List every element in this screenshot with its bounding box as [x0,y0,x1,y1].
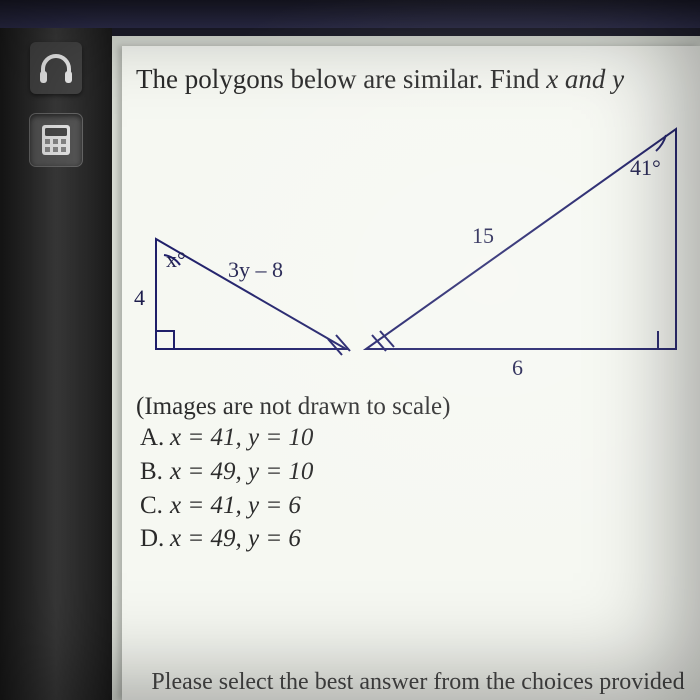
question-text: The polygons below are similar. Find x a… [136,64,686,95]
choice-d[interactable]: D.x = 49, y = 6 [140,522,686,556]
headphones-tool[interactable] [30,42,82,94]
label-x: x° [166,247,186,273]
choice-text: x = 41, y = 6 [170,492,301,519]
choice-text: x = 49, y = 6 [170,525,301,552]
choice-letter: B. [140,455,170,489]
choice-letter: D. [140,522,170,556]
choice-text: x = 49, y = 10 [170,458,313,485]
label-4: 4 [134,285,145,311]
choice-text: x = 41, y = 10 [170,424,313,451]
label-15: 15 [472,223,494,249]
choice-b[interactable]: B.x = 49, y = 10 [140,455,686,489]
question-prefix: The polygons below are similar. Find [136,64,546,94]
tool-sidebar [0,28,112,700]
question-vars: x and y [546,64,624,94]
calculator-tool[interactable] [30,114,82,166]
diagram: x° 4 3y – 8 15 41° 6 [136,99,686,389]
right-angle-small [156,331,174,349]
choice-letter: C. [140,489,170,523]
scale-caption: (Images are not drawn to scale) [136,393,686,421]
choice-letter: A. [140,421,170,455]
question-page: The polygons below are similar. Find x a… [122,46,700,700]
content-area: The polygons below are similar. Find x a… [112,28,700,700]
label-41: 41° [630,155,661,181]
choice-c[interactable]: C.x = 41, y = 6 [140,489,686,523]
device-bezel [0,0,700,28]
calculator-icon [39,123,73,157]
choice-a[interactable]: A.x = 41, y = 10 [140,421,686,455]
choice-list: A.x = 41, y = 10 B.x = 49, y = 10 C.x = … [136,421,686,556]
footer-instruction: Please select the best answer from the c… [136,665,700,700]
label-6: 6 [512,355,523,381]
headphones-icon [37,49,75,87]
right-angle-large [658,331,676,349]
label-3y: 3y – 8 [228,257,283,283]
